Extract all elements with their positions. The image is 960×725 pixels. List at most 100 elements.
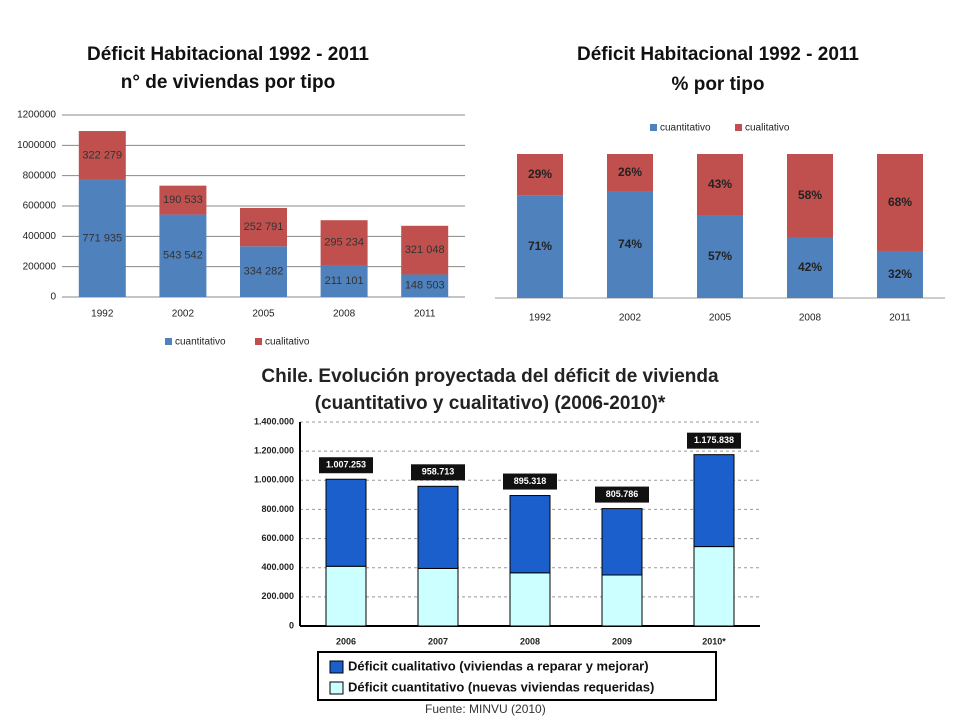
bar-segment [509,495,551,574]
value-label: 32% [888,267,912,281]
value-label: 43% [708,177,732,191]
y-tick-label: 1.000.000 [254,475,294,485]
value-label: 322 279 [82,149,122,161]
bar-segment [697,215,743,298]
total-label-box [503,473,557,490]
chart-subtitle: % por tipo [672,74,765,95]
y-tick-label: 200000 [23,261,57,272]
bar-segment [693,546,735,627]
y-tick-label: 0 [289,620,294,630]
legend-swatch [329,681,344,695]
bar-segment [240,207,287,247]
bar-segment [601,574,643,627]
chart-subtitle: n° de viviendas por tipo [121,72,336,93]
bar-segment [320,220,368,265]
legend-label: Déficit cualitativo (viviendas a reparar… [348,658,649,673]
bar-segment [877,154,923,252]
legend-label: cualitativo [745,123,790,134]
bar-segment [607,191,653,298]
legend-label: Déficit cuantitativo (nuevas viviendas r… [348,679,654,694]
y-tick-label: 0 [50,292,56,303]
legend-box [317,651,717,701]
value-label: 42% [798,260,822,274]
value-label: 29% [528,167,552,181]
x-tick-label: 2002 [619,313,642,324]
y-tick-label: 1200000 [17,110,56,121]
total-label: 895.318 [514,476,547,486]
bar-segment [325,565,367,627]
x-tick-label: 2008 [520,636,540,646]
y-tick-label: 1000000 [17,140,56,151]
bar-segment [601,508,643,576]
x-tick-label: 2007 [428,636,448,646]
x-tick-label: 2006 [336,636,356,646]
bar-segment [78,179,126,297]
bar-segment [693,454,735,548]
total-label-box [687,432,741,449]
bar-segment [509,572,551,627]
total-label-box [319,457,373,474]
value-label: 771 935 [82,232,122,244]
bar-segment [325,478,367,567]
x-tick-label: 2011 [889,313,911,324]
x-tick-label: 2009 [612,636,632,646]
total-label-box [595,486,649,503]
y-tick-label: 600.000 [261,533,294,543]
x-tick-label: 2005 [709,313,732,324]
total-label: 805.786 [606,489,639,499]
y-tick-label: 1.200.000 [254,446,294,456]
y-tick-label: 800000 [23,170,57,181]
bar-segment [401,274,449,297]
value-label: 57% [708,249,732,263]
bar-segment [417,485,459,569]
legend-swatch [165,338,172,345]
legend-label: cuantitativo [660,123,711,134]
total-label: 1.007.253 [326,460,366,470]
x-tick-label: 1992 [91,309,114,320]
y-tick-label: 800.000 [261,504,294,514]
bar-segment [697,154,743,216]
chart-subtitle: (cuantitativo y cualitativo) (2006-2010)… [315,393,666,414]
value-label: 295 234 [324,237,364,249]
value-label: 68% [888,195,912,209]
value-label: 190 533 [163,194,203,206]
value-label: 334 282 [244,266,284,278]
y-tick-label: 200.000 [261,591,294,601]
y-tick-label: 1.400.000 [254,416,294,426]
legend-swatch [329,660,344,674]
bar-segment [417,567,459,627]
value-label: 26% [618,165,642,179]
x-tick-label: 2002 [172,309,195,320]
value-label: 71% [528,239,552,253]
legend-swatch [255,338,262,345]
total-label: 958.713 [422,467,455,477]
legend-label: cualitativo [265,337,310,348]
total-label: 1.175.838 [694,435,734,445]
bar-segment [877,251,923,298]
source: Fuente: MINVU (2010) [425,702,546,716]
value-label: 58% [798,188,822,202]
x-tick-label: 1992 [529,313,552,324]
x-tick-label: 2010* [702,636,726,646]
bar-segment [159,185,207,215]
y-tick-label: 600000 [23,201,57,212]
bar-segment [787,237,833,298]
value-label: 252 791 [244,221,284,233]
total-label-box [411,464,465,481]
value-label: 321 048 [405,244,445,256]
legend-swatch [735,124,742,131]
y-tick-label: 400.000 [261,562,294,572]
chart-title: Déficit Habitacional 1992 - 2011 [577,44,859,65]
x-tick-label: 2008 [799,313,822,324]
x-tick-label: 2011 [414,309,436,320]
chart-title: Chile. Evolución proyectada del déficit … [261,366,719,387]
bar-segment [787,154,833,238]
value-label: 74% [618,237,642,251]
x-tick-label: 2005 [252,309,275,320]
bar-segment [159,214,207,297]
bar-segment [517,195,563,298]
legend-label: cuantitativo [175,337,226,348]
chart-title: Déficit Habitacional 1992 - 2011 [87,44,369,65]
bar-segment [401,225,449,275]
